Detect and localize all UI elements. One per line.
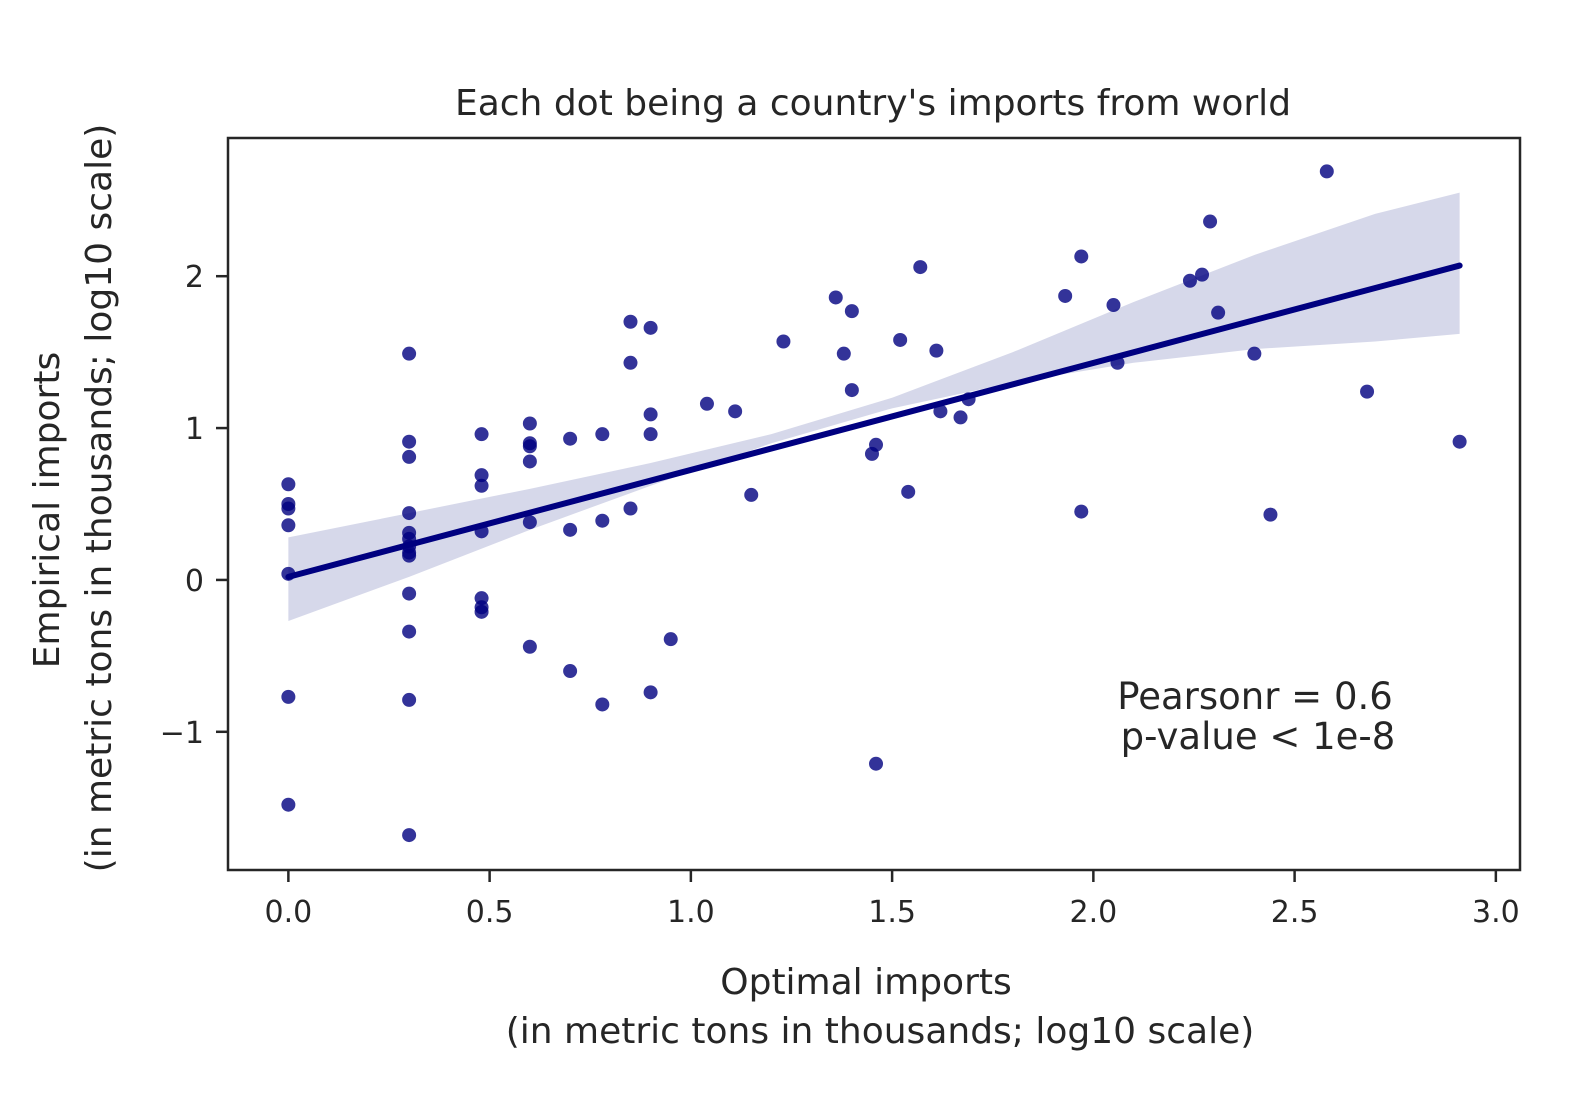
data-point xyxy=(474,468,489,483)
data-point xyxy=(663,632,678,647)
data-point xyxy=(522,439,537,454)
data-point xyxy=(402,434,417,449)
data-point xyxy=(402,449,417,464)
data-point xyxy=(933,404,948,419)
data-point xyxy=(776,334,791,349)
y-axis-title-line-1: Empirical imports xyxy=(27,352,68,668)
data-point xyxy=(699,396,714,411)
data-point xyxy=(402,506,417,521)
data-point xyxy=(1106,298,1121,313)
data-point xyxy=(643,685,658,700)
data-point xyxy=(869,437,884,452)
data-point xyxy=(595,697,610,712)
data-point xyxy=(402,346,417,361)
data-point xyxy=(563,431,578,446)
regression-line-layer xyxy=(285,262,1463,580)
data-point xyxy=(1203,214,1218,229)
data-point xyxy=(281,501,296,516)
y-tick-label: −1 xyxy=(160,716,204,751)
data-point xyxy=(623,355,638,370)
data-point xyxy=(522,515,537,530)
y-axis-ticks: −1 0 1 2 xyxy=(160,260,228,751)
data-point xyxy=(402,586,417,601)
y-tick-label: 1 xyxy=(185,412,204,447)
data-point xyxy=(643,407,658,422)
data-point xyxy=(913,260,928,275)
x-axis-title-line-1: Optimal imports xyxy=(720,962,1012,1003)
x-tick-label: 2.0 xyxy=(1069,895,1117,930)
data-point xyxy=(1319,164,1334,179)
data-point xyxy=(522,416,537,431)
x-tick-label: 1.0 xyxy=(667,895,715,930)
x-tick-label: 2.5 xyxy=(1271,895,1319,930)
data-point xyxy=(929,343,944,358)
data-point xyxy=(1074,249,1089,264)
data-point xyxy=(522,454,537,469)
data-point xyxy=(836,346,851,361)
data-point xyxy=(563,664,578,679)
data-point xyxy=(869,756,884,771)
data-point xyxy=(901,484,916,499)
data-point xyxy=(1211,305,1226,320)
data-point xyxy=(844,383,859,398)
data-point xyxy=(893,332,908,347)
p-value-annotation: p-value < 1e-8 xyxy=(1121,715,1396,758)
data-point xyxy=(643,427,658,442)
data-point xyxy=(623,501,638,516)
data-point xyxy=(1247,346,1262,361)
data-point xyxy=(474,478,489,493)
confidence-band xyxy=(288,192,1460,621)
y-axis-title-line-2: (in metric tons in thousands; log10 scal… xyxy=(79,124,120,873)
data-point xyxy=(1360,384,1375,399)
data-point xyxy=(474,604,489,619)
data-point xyxy=(643,320,658,335)
y-tick-label: 2 xyxy=(185,260,204,295)
data-point xyxy=(844,304,859,319)
x-tick-label: 0.0 xyxy=(265,895,313,930)
data-point xyxy=(595,513,610,528)
plot-frame xyxy=(226,136,1522,872)
data-point xyxy=(522,639,537,654)
chart-title: Each dot being a country's imports from … xyxy=(455,83,1291,124)
data-point xyxy=(281,477,296,492)
data-point xyxy=(281,797,296,812)
confidence-band-layer xyxy=(288,192,1460,621)
data-point xyxy=(1195,267,1210,282)
data-point xyxy=(728,404,743,419)
data-point xyxy=(1263,507,1278,522)
regression-line xyxy=(285,262,1463,580)
x-axis-ticks: 0.0 0.5 1.0 1.5 2.0 2.5 3.0 xyxy=(265,870,1520,930)
x-tick-label: 1.5 xyxy=(868,895,916,930)
data-point xyxy=(402,692,417,707)
x-axis-title-line-2: (in metric tons in thousands; log10 scal… xyxy=(506,1011,1255,1052)
data-point xyxy=(281,518,296,533)
data-point xyxy=(828,290,843,305)
data-point xyxy=(744,487,759,502)
data-point xyxy=(623,314,638,329)
y-tick-label: 0 xyxy=(185,564,204,599)
pearson-annotation: Pearsonr = 0.6 xyxy=(1117,675,1393,718)
data-point xyxy=(281,689,296,704)
data-point xyxy=(1182,273,1197,288)
data-point xyxy=(595,427,610,442)
x-tick-label: 0.5 xyxy=(466,895,514,930)
data-point xyxy=(402,624,417,639)
data-point xyxy=(1452,434,1467,449)
data-point xyxy=(1058,288,1073,303)
data-point xyxy=(402,548,417,563)
data-point xyxy=(953,410,968,425)
x-tick-label: 3.0 xyxy=(1472,895,1520,930)
data-point xyxy=(402,828,417,843)
data-point xyxy=(1074,504,1089,519)
data-point xyxy=(563,522,578,537)
data-point xyxy=(474,427,489,442)
